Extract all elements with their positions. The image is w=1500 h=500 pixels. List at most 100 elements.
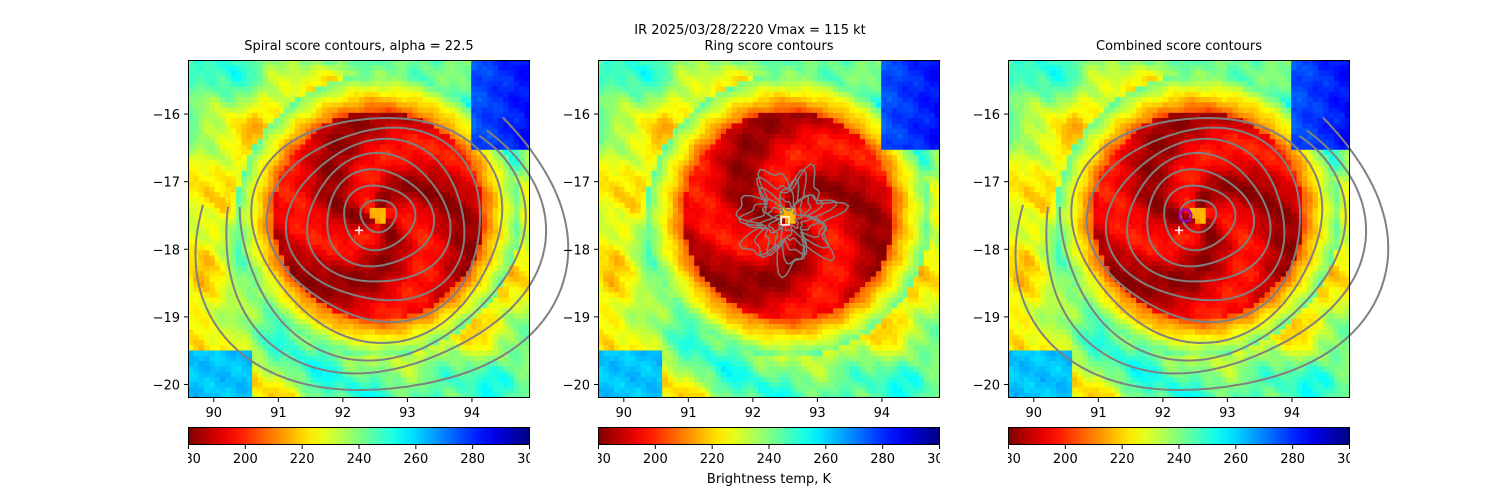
heat-cell [608, 302, 615, 309]
heat-cell [209, 281, 216, 288]
heat-cell [407, 265, 414, 272]
heat-cell [391, 160, 397, 167]
heat-cell [193, 355, 200, 362]
heat-cell [396, 86, 403, 93]
heat-cell [513, 107, 520, 114]
heat-cell [455, 75, 462, 82]
heat-cell [193, 287, 200, 293]
heat-cell [656, 213, 663, 220]
heat-cell [662, 339, 669, 346]
heat-cell [332, 91, 339, 98]
heat-cell [278, 302, 285, 309]
heat-cell [230, 91, 237, 98]
heat-cell [241, 192, 248, 198]
heat-cell [439, 265, 446, 272]
heat-cell [640, 329, 647, 336]
heat-cell [428, 382, 435, 389]
heat-cell [305, 265, 312, 272]
heat-cell [204, 281, 210, 288]
plot-area-1: 90 91 92 93 94−16−17−18−19−20 [563, 60, 940, 421]
heat-cell [471, 75, 478, 82]
heat-cell [640, 318, 647, 325]
heat-cell [278, 75, 285, 82]
heat-cell [614, 75, 620, 82]
heat-cell [640, 186, 647, 193]
heat-cell [305, 308, 312, 315]
heat-cell [614, 218, 620, 225]
heat-cell [417, 81, 424, 88]
heat-cell [635, 334, 642, 341]
heat-cell [640, 149, 647, 156]
heat-cell [246, 81, 253, 88]
heat-cell [225, 302, 232, 309]
heat-cell [364, 371, 371, 378]
heat-cell [439, 144, 446, 151]
heat-cell [321, 96, 328, 103]
heat-cell [300, 345, 307, 352]
heat-cell [300, 313, 307, 320]
heat-cell [348, 255, 355, 262]
heat-cell [289, 260, 296, 267]
heat-cell [198, 392, 205, 398]
heat-cell [268, 112, 275, 119]
heat-cell [273, 202, 280, 209]
heat-cell [656, 287, 663, 293]
heat-cell [497, 112, 504, 119]
heat-cell [337, 139, 344, 146]
heat-cell [412, 176, 419, 183]
heat-cell [640, 287, 647, 293]
heat-cell [278, 213, 285, 220]
heat-cell [310, 350, 317, 357]
heat-cell [640, 392, 647, 398]
heat-cell [412, 292, 419, 299]
heat-cell [375, 366, 381, 373]
heat-cell [439, 176, 446, 183]
heat-cell [214, 165, 221, 172]
heat-cell [407, 102, 414, 109]
heat-cell [417, 281, 424, 288]
heat-cell [364, 123, 371, 130]
heat-cell [284, 334, 291, 341]
heat-cell [608, 186, 615, 193]
heat-cell [635, 387, 642, 394]
heat-cell [252, 160, 259, 167]
heat-cell [407, 244, 414, 251]
heat-cell [369, 139, 376, 146]
heat-cell [476, 86, 483, 93]
heat-cell [332, 223, 339, 230]
heat-cell [455, 265, 462, 272]
heat-cell [289, 91, 296, 98]
heat-cell [524, 366, 530, 373]
heat-cell [214, 371, 221, 378]
heat-cell [624, 96, 631, 103]
heat-cell [375, 133, 381, 140]
heat-cell [241, 382, 248, 389]
heat-cell [598, 260, 604, 267]
heat-cell [476, 302, 483, 309]
heat-cell [188, 324, 194, 330]
heat-cell [273, 255, 280, 262]
heat-cell [603, 271, 610, 278]
heat-cell [375, 112, 381, 119]
heat-cell [449, 91, 456, 98]
heat-cell [321, 265, 328, 272]
heat-cell [503, 345, 510, 352]
heat-cell [614, 70, 620, 77]
heat-cell [348, 213, 355, 220]
heat-cell [481, 118, 488, 124]
heat-cell [524, 176, 530, 183]
heat-cell [481, 170, 488, 177]
heat-cell [262, 139, 269, 146]
heat-cell [508, 234, 515, 241]
heat-cell [417, 155, 424, 161]
heat-cell [193, 202, 200, 209]
heat-cell [220, 382, 226, 389]
heat-cell [471, 128, 478, 135]
heat-cell [465, 202, 472, 209]
heat-cell [492, 165, 499, 172]
heat-cell [380, 308, 387, 315]
heat-cell [236, 271, 243, 278]
heat-cell [188, 112, 194, 119]
heat-cell [257, 329, 264, 336]
heat-cell [423, 207, 430, 214]
